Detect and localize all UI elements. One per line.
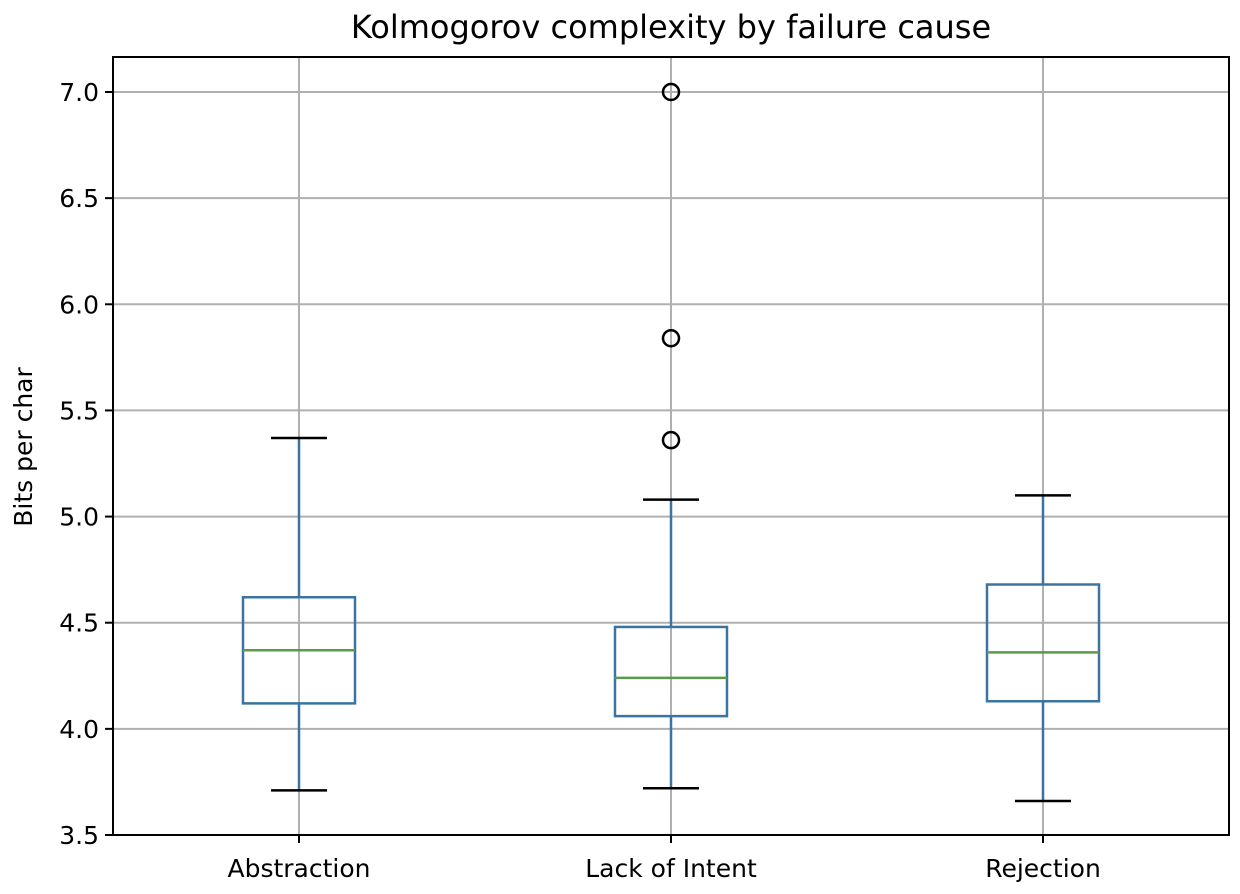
- box-plot-abstraction: [241, 436, 357, 792]
- box-plot-lack-of-intent: [613, 82, 729, 790]
- y-tick-label: 6.5: [59, 184, 99, 213]
- y-tick-label: 4.5: [59, 609, 99, 638]
- x-tick-label: Rejection: [985, 854, 1101, 883]
- y-axis-label: Bits per char: [9, 367, 38, 527]
- y-tick-label: 3.5: [59, 821, 99, 850]
- box-plots: [241, 82, 1101, 803]
- outlier-point: [661, 430, 681, 450]
- box-plot-rejection: [985, 494, 1101, 803]
- iqr-box: [613, 625, 729, 718]
- outlier-point: [661, 329, 681, 348]
- y-tick-label: 7.0: [59, 78, 99, 107]
- outlier-point: [661, 82, 681, 102]
- chart-title: Kolmogorov complexity by failure cause: [351, 8, 991, 46]
- y-tick-label: 6.0: [59, 290, 99, 319]
- plot-frame: [112, 56, 1230, 836]
- x-tick-label: Lack of Intent: [585, 854, 757, 883]
- y-tick-label: 5.5: [59, 396, 99, 425]
- iqr-box: [985, 583, 1101, 703]
- y-tick-label: 5.0: [59, 503, 99, 532]
- y-tick-label: 4.0: [59, 715, 99, 744]
- x-tick-label: Abstraction: [227, 854, 370, 883]
- axes: 3.5 4.0 4.5 5.0 5.5 6.0 6.5 7.0 Abstraction Lack …: [59, 78, 1101, 883]
